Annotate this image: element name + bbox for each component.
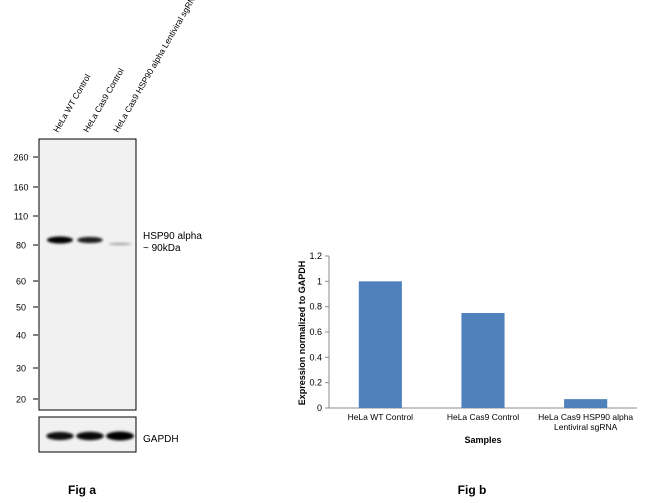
y-tick-label: 1.2 [309,251,322,261]
y-tick-label: 0.6 [309,327,322,337]
band-label-name: HSP90 alpha [143,231,202,242]
mw-marker-label: 80 [16,241,26,251]
mw-marker-label: 110 [14,212,28,222]
mw-marker-label: 20 [16,395,26,405]
protein-band [47,236,73,244]
y-tick-label: 0.4 [309,352,322,362]
x-tick-label: HeLa Cas9 Control [447,412,519,422]
mw-marker-label: 160 [13,183,28,193]
mw-marker-label: 50 [16,303,26,313]
mw-markers: 260 160 110 80 60 50 40 30 20 [13,153,38,405]
mw-marker-label: 60 [16,277,26,287]
mw-marker-label: 40 [16,331,26,341]
y-tick-label: 0.2 [309,378,322,388]
protein-band [77,236,103,244]
y-tick-label: 1 [317,276,322,286]
mw-marker-label: 260 [13,153,28,163]
protein-bands [47,236,132,246]
bar [564,399,608,408]
x-axis-category-labels: HeLa WT Control HeLa Cas9 Control HeLa Cas… [348,412,634,432]
loading-control-band [106,431,134,441]
bar-chart-panel: 0 0.2 0.4 0.6 0.8 1 1.2 HeLa WT Control HeLa Ca… [297,251,637,497]
loading-control-label: GAPDH [143,434,179,445]
protein-band [108,242,132,246]
y-axis-title: Expression normalized to GAPDH [297,261,307,406]
bar [461,313,505,408]
y-tick-label: 0 [317,403,322,413]
bar [358,281,402,408]
y-tick-label: 0.8 [309,302,322,312]
x-tick-label: HeLa WT Control [348,412,414,422]
blot-main-membrane [38,138,137,411]
loading-control-bands [46,431,134,441]
band-label-size: ~ 90kDa [143,243,181,254]
loading-control-band [46,431,74,441]
loading-control-band [76,431,104,441]
x-tick-label: HeLa Cas9 HSP90 alpha Lentiviral sgRNA [538,412,633,432]
mw-marker-label: 30 [16,364,26,374]
y-axis-ticks: 0 0.2 0.4 0.6 0.8 1 1.2 [309,251,329,413]
fig-b-caption: Fig b [458,483,487,497]
x-axis-title: Samples [464,435,501,445]
fig-a-caption: Fig a [68,483,96,497]
bar-series [358,281,608,408]
lane-label: HeLa Cas9 HSP90 alpha Lentiviral sgRNA [111,0,200,134]
